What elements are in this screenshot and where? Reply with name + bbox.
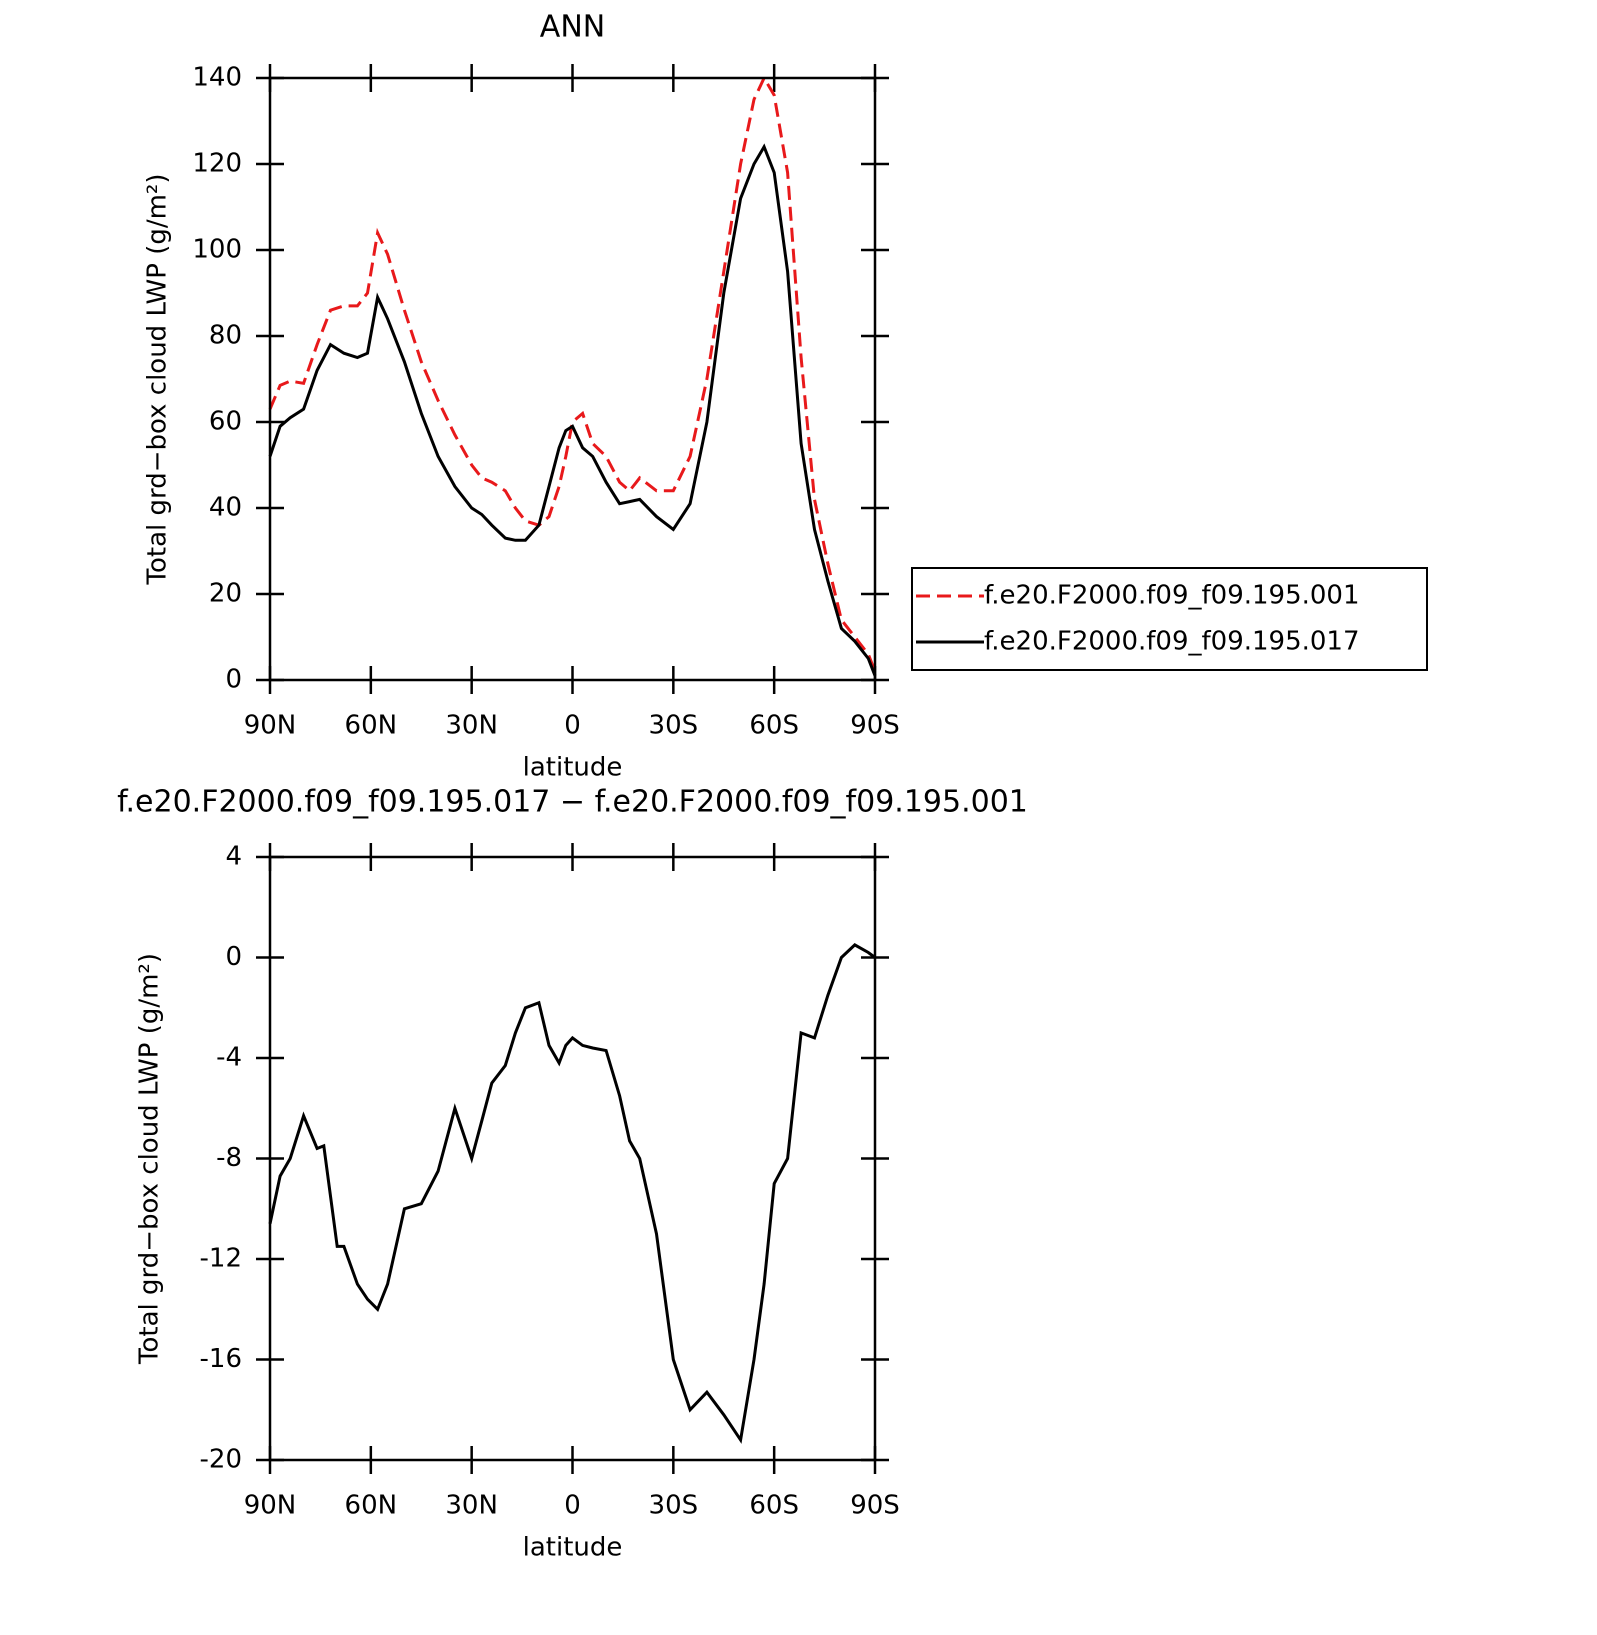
data-line xyxy=(268,74,877,672)
chart-title: ANN xyxy=(540,10,605,45)
y-tick-label: 100 xyxy=(192,235,242,265)
data-line xyxy=(268,943,876,1444)
legend-label: f.e20.F2000.f09_f09.195.017 xyxy=(984,627,1360,657)
plot-frame xyxy=(268,855,877,1462)
x-axis-label: latitude xyxy=(523,753,623,783)
y-tick-label: 80 xyxy=(209,321,242,351)
x-tick-label: 60S xyxy=(749,1491,799,1521)
y-tick-label: -16 xyxy=(200,1344,242,1374)
y-tick-label: 40 xyxy=(209,493,242,523)
plot-frame xyxy=(268,76,877,682)
x-tick-label: 60N xyxy=(345,711,398,741)
y-tick-label: 20 xyxy=(209,579,242,609)
y-tick-label: -20 xyxy=(200,1445,242,1475)
y-tick-label: -4 xyxy=(216,1043,242,1073)
y-tick-label: 0 xyxy=(225,942,242,972)
y-tick-label: -8 xyxy=(216,1143,242,1173)
x-tick-label: 60S xyxy=(749,711,799,741)
y-tick-label: 0 xyxy=(225,665,242,695)
x-tick-label: 0 xyxy=(564,1491,581,1521)
y-tick-label: 140 xyxy=(192,63,242,93)
x-tick-label: 60N xyxy=(345,1491,398,1521)
x-tick-label: 90S xyxy=(850,1491,900,1521)
x-tick-label: 30N xyxy=(445,1491,498,1521)
y-tick-label: 4 xyxy=(225,842,242,872)
y-axis-label: Total grd−box cloud LWP (g/m²) xyxy=(143,174,173,586)
chart-title: f.e20.F2000.f09_f09.195.017 − f.e20.F200… xyxy=(117,785,1028,820)
x-tick-label: 90N xyxy=(244,1491,297,1521)
legend-box xyxy=(911,567,1428,671)
x-tick-label: 90N xyxy=(244,711,297,741)
y-tick-label: 120 xyxy=(192,149,242,179)
x-tick-label: 30S xyxy=(649,1491,699,1521)
y-tick-label: 60 xyxy=(209,407,242,437)
y-tick-label: -12 xyxy=(200,1244,242,1274)
data-line xyxy=(268,143,877,677)
x-axis-label: latitude xyxy=(523,1533,623,1563)
x-tick-label: 90S xyxy=(850,711,900,741)
x-tick-label: 0 xyxy=(564,711,581,741)
x-tick-label: 30N xyxy=(445,711,498,741)
x-tick-label: 30S xyxy=(649,711,699,741)
y-axis-label: Total grd−box cloud LWP (g/m²) xyxy=(135,953,165,1365)
legend-label: f.e20.F2000.f09_f09.195.001 xyxy=(984,581,1360,611)
